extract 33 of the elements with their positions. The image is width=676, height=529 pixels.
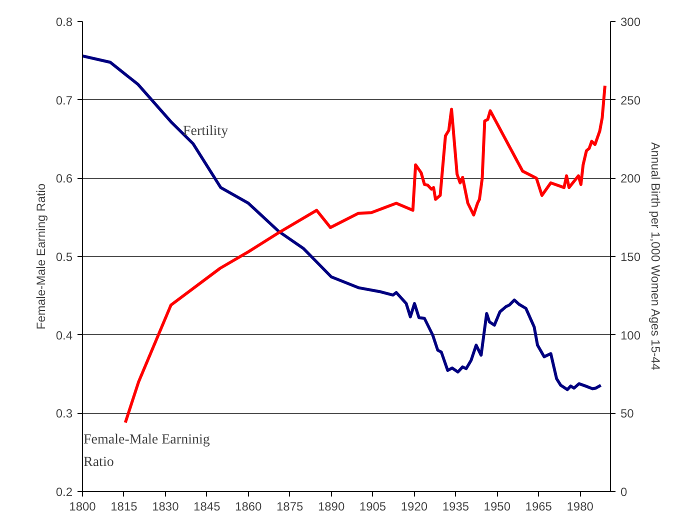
x-tick-label: 1920 — [400, 500, 428, 514]
y2-tick-label: 0 — [620, 485, 628, 499]
x-tick-label: 1845 — [194, 500, 221, 514]
x-tick-label: 1830 — [152, 500, 180, 514]
y-tick-label: 0.6 — [56, 172, 73, 186]
x-tick-label: 1905 — [359, 500, 386, 514]
x-tick-label: 1980 — [566, 500, 594, 514]
y2-tick-label: 200 — [620, 172, 641, 186]
y-axis-title: Female-Male Earning Ratio — [34, 183, 48, 330]
y-tick-label: 0.2 — [56, 485, 73, 499]
line-series — [124, 84, 606, 424]
y-tick-label: 0.5 — [56, 250, 73, 264]
y-tick-label: 0.3 — [56, 406, 73, 421]
x-tick-label: 1935 — [442, 500, 470, 514]
line-series — [82, 54, 602, 392]
y2-axis-title: Annual Birth per 1,000 Women Ages 15-44 — [648, 142, 663, 370]
x-tick-label: 1815 — [110, 500, 138, 514]
y2-tick-label: 150 — [620, 250, 641, 264]
y2-tick-label: 100 — [620, 328, 641, 342]
x-tick-label: 1890 — [318, 500, 345, 514]
series-label: Fertility — [182, 124, 228, 139]
y-tick-label: 0.7 — [56, 93, 73, 108]
x-tick-label: 1950 — [484, 500, 511, 514]
x-tick-label: 1875 — [276, 500, 304, 514]
x-tick-label: 1800 — [69, 500, 96, 514]
x-tick-label: 1965 — [525, 500, 552, 514]
y2-tick-label: 300 — [620, 15, 641, 29]
y2-tick-label: 250 — [620, 93, 641, 108]
text: Female-Male Earninig Ratio — [84, 432, 210, 470]
y-tick-label: 0.4 — [56, 328, 73, 342]
x-tick-label: 1860 — [235, 500, 262, 514]
y2-tick-label: 50 — [620, 406, 634, 421]
y-tick-label: 0.8 — [56, 15, 73, 29]
